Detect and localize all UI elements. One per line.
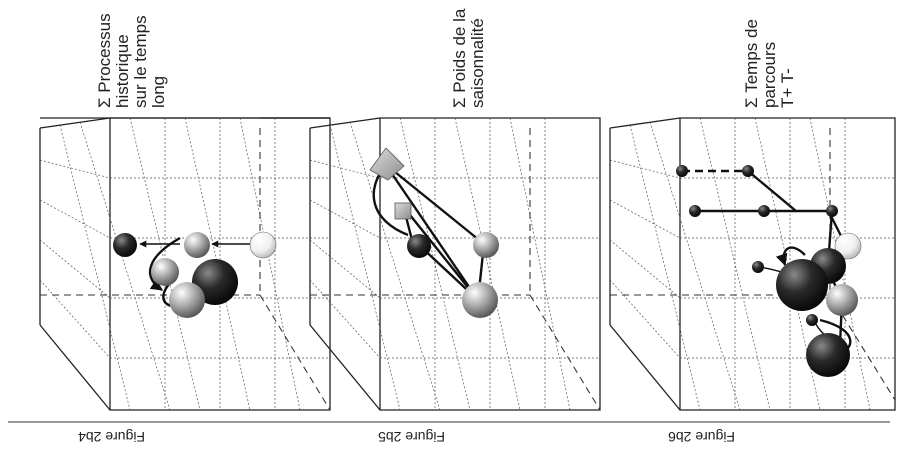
curved-arrow (148, 236, 181, 291)
dark-sphere (752, 261, 764, 273)
dark-sphere (826, 205, 838, 217)
cube-hidden-edge (529, 294, 601, 411)
mid-sphere (826, 284, 858, 316)
cube-grid (39, 117, 330, 411)
panel-label-line: parcours (760, 42, 779, 108)
cube-edge (609, 324, 681, 411)
cube-grid (309, 117, 600, 411)
panel-figure-2b4 (39, 117, 331, 411)
curved-arrow (775, 246, 806, 267)
cube-grid (609, 117, 895, 411)
mid-sphere (473, 232, 499, 258)
dark-sphere (742, 165, 754, 177)
cube-hidden-edge (259, 294, 331, 411)
mid-sphere (151, 258, 179, 286)
cube-front-face (679, 117, 896, 411)
panel-label-line: saisonnalité (468, 18, 487, 108)
dark-sphere (806, 314, 818, 326)
dark-sphere (776, 259, 828, 311)
cube-edge (39, 117, 111, 129)
figure-caption: Figure 2b5 (378, 429, 445, 445)
panel-figure-2b6 (609, 117, 896, 411)
link-line (394, 171, 485, 245)
panel-label-line: historique (113, 34, 132, 108)
panel-label-line: long (149, 76, 168, 108)
cube-edge (309, 324, 381, 411)
dark-sphere (676, 165, 688, 177)
panel-label-line: sur le temps (131, 15, 150, 108)
figure-caption: Figure 2b4 (78, 429, 145, 445)
panel-label-line: Σ Poids de la (450, 8, 469, 108)
mid-sphere (184, 232, 210, 258)
cube-hidden-edge (829, 294, 896, 401)
panel-label-line: Σ Processus (95, 13, 114, 108)
panel-figure-2b5 (309, 117, 601, 411)
link-line (387, 167, 479, 301)
dark-sphere (689, 205, 701, 217)
mid-sphere (169, 282, 205, 318)
pyramid-shape (369, 147, 405, 181)
link-line (747, 170, 797, 212)
light-sphere (249, 231, 277, 259)
dark-sphere (758, 205, 770, 217)
dark-sphere (806, 333, 850, 377)
panel-label-line: Σ Temps de (742, 19, 761, 108)
dark-sphere (407, 234, 431, 258)
cube-edge (309, 117, 381, 129)
cube-edge (39, 324, 111, 411)
link-line (409, 214, 479, 301)
mid-sphere (462, 282, 498, 318)
cube-shape (394, 202, 412, 220)
light-sphere (834, 232, 862, 260)
panel-label-line: T+ T- (778, 68, 797, 108)
cube-edge (609, 117, 681, 129)
dark-sphere (113, 233, 137, 257)
figure-caption: Figure 2b6 (668, 429, 735, 445)
